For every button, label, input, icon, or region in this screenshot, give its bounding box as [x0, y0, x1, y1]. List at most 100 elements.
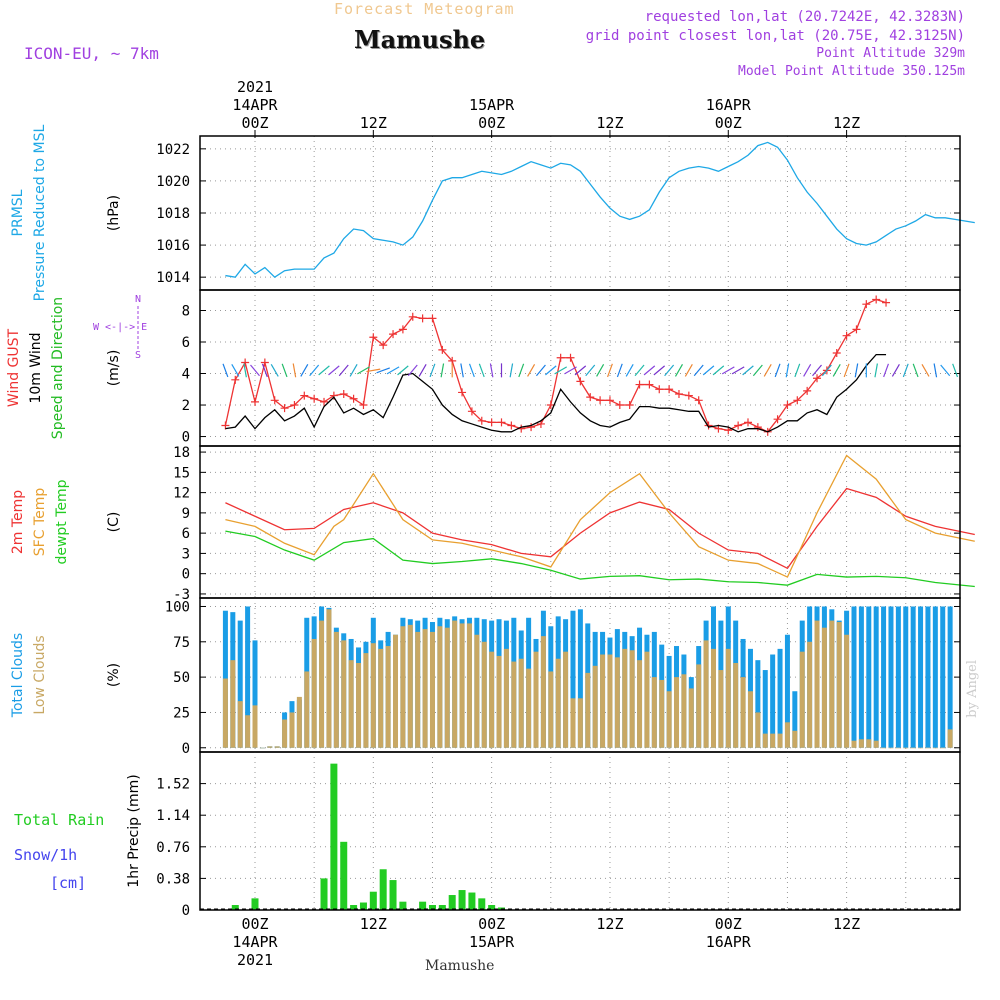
- gust-marker: [467, 407, 476, 416]
- top-time-label: 12Z: [596, 114, 623, 132]
- low-cloud-bar: [755, 712, 761, 748]
- total-cloud-bar: [925, 606, 931, 748]
- low-cloud-bar: [429, 631, 435, 748]
- wind-arrow: [489, 363, 494, 378]
- gust-marker: [280, 404, 289, 413]
- low-cloud-bar: [918, 747, 924, 749]
- gust-marker: [477, 416, 486, 425]
- y-tick-label: 0: [182, 567, 190, 583]
- panel-4: 0 25 50 75 100 (%) Total Clouds Low Clouds: [10, 597, 961, 757]
- gust-marker: [793, 396, 802, 405]
- series-line-0: [225, 487, 975, 570]
- super-title: Forecast Meteogram: [334, 0, 515, 18]
- wind-arrow: [243, 363, 247, 378]
- low-cloud-bar: [910, 747, 916, 749]
- low-cloud-bar: [363, 653, 369, 748]
- wind-arrow: [952, 363, 959, 378]
- gust-marker: [862, 300, 871, 309]
- low-cloud-bar: [452, 620, 458, 748]
- top-time-label: 12Z: [360, 114, 387, 132]
- bottom-time-label: 00Z: [715, 915, 742, 933]
- y-tick-label: 100: [165, 599, 190, 615]
- low-cloud-bar: [304, 671, 310, 748]
- compass-we: W <-|-> E: [93, 322, 147, 333]
- wind-arrow: [742, 365, 754, 376]
- y-tick-label: 1.52: [156, 777, 190, 793]
- y-tick-label: 9: [182, 506, 190, 522]
- rain-bar: [468, 892, 476, 910]
- low-cloud-bar: [903, 747, 909, 749]
- wind-arrow: [478, 363, 485, 378]
- series-line-0: [225, 141, 975, 278]
- compass-n: N: [135, 294, 141, 305]
- wind-arrow: [921, 364, 930, 377]
- low-cloud-bar: [222, 678, 228, 748]
- requested-coords: requested lon,lat (20.7242E, 42.3283N): [644, 9, 965, 25]
- low-cloud-bar: [585, 672, 591, 748]
- rain-bar: [488, 905, 496, 910]
- rain-bar: [330, 763, 338, 910]
- gust-marker: [487, 418, 496, 427]
- gust-marker: [773, 415, 782, 424]
- low-cloud-bar: [237, 701, 243, 748]
- rain-bar: [438, 905, 446, 910]
- gust-marker: [497, 418, 506, 427]
- wind-arrow: [429, 363, 436, 378]
- y-tick-label: 75: [173, 635, 190, 651]
- low-cloud-bar: [496, 655, 502, 748]
- low-cloud-bar: [784, 722, 790, 748]
- gust-marker: [566, 353, 575, 362]
- wind-arrow: [527, 364, 536, 377]
- wind-arrow: [300, 364, 309, 377]
- gust-marker: [418, 314, 427, 323]
- total-cloud-bar: [784, 634, 790, 748]
- y-tick-label: 1.14: [156, 808, 190, 824]
- rain-bar: [359, 902, 367, 910]
- top-time-label: 15APR: [469, 96, 515, 114]
- wind-arrow: [883, 363, 889, 378]
- gust-marker: [320, 397, 329, 406]
- total-cloud-bar: [252, 640, 258, 748]
- gust-marker: [605, 396, 614, 405]
- wind-arrow: [933, 363, 938, 378]
- low-cloud-bar: [600, 654, 606, 748]
- top-time-label: 00Z: [715, 114, 742, 132]
- y-axis-title: (hPa): [106, 195, 122, 231]
- low-cloud-bar: [940, 747, 946, 749]
- low-cloud-bar: [637, 660, 643, 748]
- panel-label: dewpt Temp: [54, 479, 70, 564]
- low-cloud-bar: [592, 665, 598, 748]
- wind-arrow: [616, 363, 623, 378]
- wind-arrow: [664, 364, 675, 377]
- y-tick-label: 6: [182, 335, 190, 351]
- bottom-time-label: 00Z: [478, 915, 505, 933]
- low-cloud-bar: [533, 651, 539, 748]
- low-cloud-bar: [503, 648, 509, 748]
- y-axis-title: (C): [106, 512, 122, 533]
- wind-arrow: [309, 364, 320, 377]
- wind-arrow: [270, 364, 279, 377]
- bottom-time-label: 12Z: [596, 915, 623, 933]
- total-cloud-bar: [947, 606, 953, 748]
- gust-marker: [832, 349, 841, 358]
- low-cloud-bar: [400, 626, 406, 748]
- low-cloud-bar: [607, 654, 613, 748]
- panel-5: 0 0.38 0.76 1.14 1.52 1hr Precip (mm) Total Ra…: [14, 751, 961, 919]
- low-cloud-bar: [644, 651, 650, 748]
- total-cloud-bar: [770, 654, 776, 748]
- gust-marker: [674, 390, 683, 398]
- series-line-1: [225, 454, 975, 578]
- wind-arrow: [653, 365, 666, 376]
- low-cloud-bar: [319, 620, 325, 748]
- credit: by Angel: [965, 660, 980, 718]
- rain-bar: [251, 898, 259, 910]
- low-cloud-bar: [518, 658, 524, 748]
- top-time-label: 2021: [237, 78, 273, 96]
- gust-marker: [369, 333, 378, 342]
- total-cloud-bar: [755, 660, 761, 748]
- y-tick-label: 8: [182, 303, 190, 319]
- low-cloud-bar: [577, 698, 583, 748]
- wind-arrow: [349, 364, 358, 377]
- wind-arrow: [794, 363, 801, 378]
